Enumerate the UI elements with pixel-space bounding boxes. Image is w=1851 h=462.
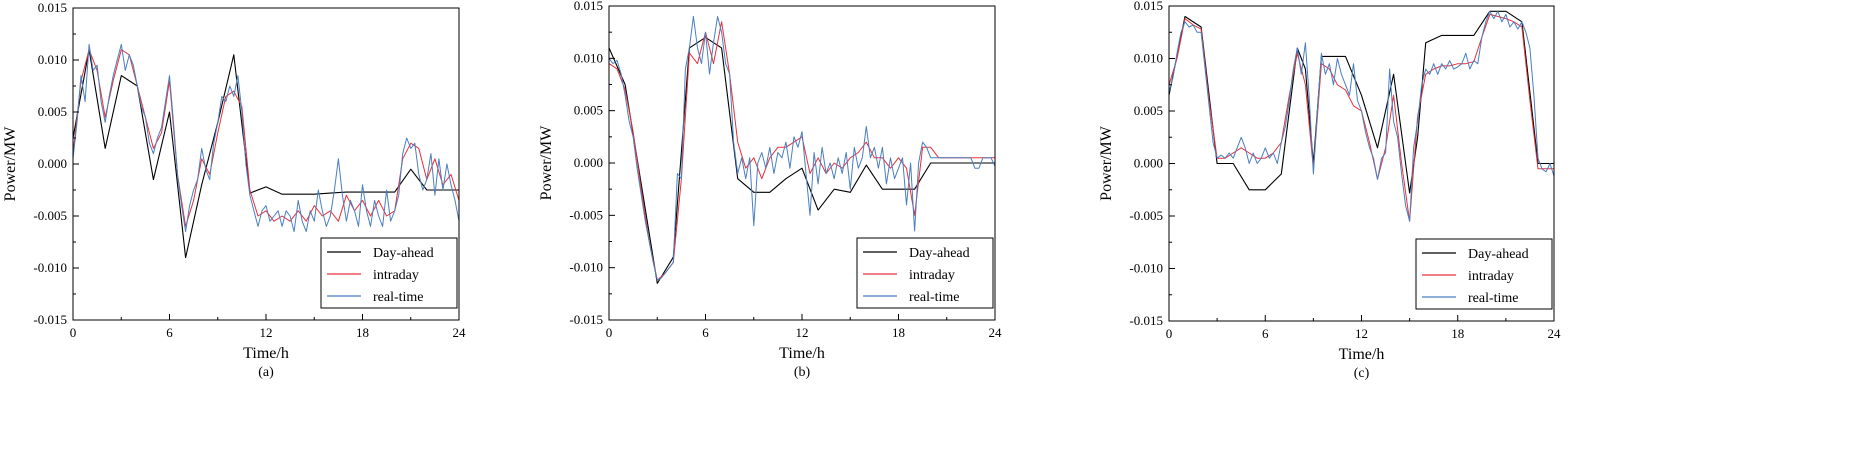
x-tick-label: 24 [989, 325, 1003, 340]
x-tick-label: 6 [1262, 326, 1269, 341]
x-tick-label: 24 [1548, 326, 1562, 341]
y-tick-label: -0.015 [1129, 313, 1163, 328]
y-tick-label: 0.010 [574, 50, 603, 65]
legend-box [856, 237, 994, 309]
y-tick-label: 0.000 [574, 155, 603, 170]
legend-label-intraday: intraday [909, 268, 955, 283]
x-tick-label: 18 [356, 325, 369, 340]
legend-box [1415, 238, 1553, 310]
x-tick-label: 12 [1355, 326, 1368, 341]
x-axis-title: Time/h [243, 345, 289, 362]
series-line-intraday [73, 49, 459, 227]
legend: Day-ahead intraday real-time [856, 237, 994, 309]
y-tick-label: 0.015 [1134, 0, 1163, 13]
y-tick-label: 0.005 [38, 104, 67, 119]
y-tick-label: -0.005 [569, 207, 603, 222]
x-tick-label: 18 [892, 325, 905, 340]
legend-label-real-time: real-time [1468, 291, 1519, 306]
legend: Day-ahead intraday real-time [1415, 238, 1553, 310]
y-tick-label: -0.015 [569, 312, 603, 327]
x-axis-title: Time/h [1339, 346, 1385, 363]
y-tick-label: 0.015 [38, 0, 67, 15]
legend-label-intraday: intraday [373, 268, 419, 283]
y-tick-label: -0.010 [33, 260, 67, 275]
panel-label: (b) [794, 365, 811, 380]
y-tick-label: -0.015 [33, 312, 67, 327]
x-tick-label: 18 [1451, 326, 1464, 341]
legend-label-intraday: intraday [1468, 269, 1514, 284]
chart-panel-2: 0 6 12 18 24 -0.015 -0.010 -0.005 0.000 0.005 0.01… [538, 0, 1002, 380]
legend: Day-ahead intraday real-time [320, 237, 458, 309]
series-line-intraday [1169, 13, 1554, 222]
x-tick-label: 0 [606, 325, 613, 340]
series-line-real-time [609, 16, 995, 281]
legend-label-day-ahead: Day-ahead [373, 246, 434, 261]
legend-label-real-time: real-time [373, 290, 424, 305]
legend-label-day-ahead: Day-ahead [1468, 247, 1529, 262]
y-axis-title: Power/MW [2, 126, 19, 202]
panel-label: (a) [258, 365, 274, 380]
x-tick-label: 24 [453, 325, 467, 340]
y-tick-label: -0.010 [569, 260, 603, 275]
x-axis-title: Time/h [779, 345, 825, 362]
series-line-real-time [1169, 10, 1554, 222]
y-tick-label: -0.010 [1129, 261, 1163, 276]
y-tick-label: 0.005 [1134, 103, 1163, 118]
y-tick-label: 0.010 [1134, 51, 1163, 66]
y-tick-label: 0.010 [38, 52, 67, 67]
y-tick-label: -0.005 [33, 208, 67, 223]
y-axis-title: Power/MW [1098, 125, 1115, 201]
y-tick-label: 0.015 [574, 0, 603, 13]
y-tick-label: 0.005 [574, 103, 603, 118]
panel-label: (c) [1354, 366, 1370, 381]
x-tick-label: 6 [702, 325, 709, 340]
y-axis-title: Power/MW [538, 125, 555, 201]
x-tick-label: 0 [1166, 326, 1173, 341]
x-tick-label: 12 [796, 325, 809, 340]
x-tick-label: 0 [70, 325, 77, 340]
y-tick-label: 0.000 [1134, 156, 1163, 171]
y-tick-label: -0.005 [1129, 208, 1163, 223]
x-tick-label: 6 [166, 325, 173, 340]
series-line-real-time [73, 43, 459, 233]
y-tick-label: 0.000 [38, 156, 67, 171]
chart-panel-1: 0 6 12 18 24 -0.015 -0.010 -0.005 0.000 0.005 0.01… [2, 0, 466, 380]
legend-label-day-ahead: Day-ahead [909, 246, 970, 261]
x-tick-label: 12 [260, 325, 273, 340]
legend-label-real-time: real-time [909, 290, 960, 305]
series-line-day-ahead [1169, 10, 1554, 194]
series-line-day-ahead [73, 49, 459, 259]
chart-panel-3: 0 6 12 18 24 -0.015 -0.010 -0.005 0.000 0.005 0.01… [1098, 0, 1561, 381]
